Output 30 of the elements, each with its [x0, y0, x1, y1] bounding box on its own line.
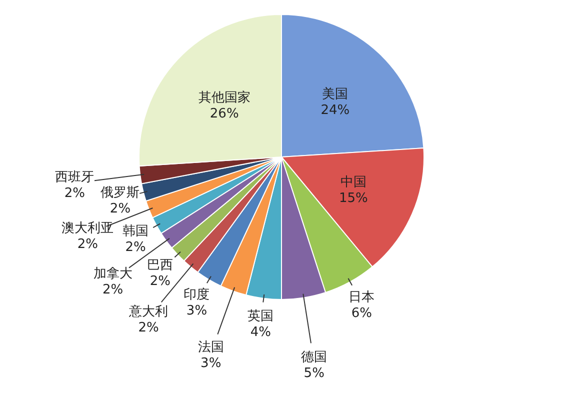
data-label: 3%: [186, 303, 208, 318]
data-label: 2%: [110, 201, 131, 216]
slice-label: 美国: [322, 86, 348, 102]
data-label: 3%: [200, 356, 222, 372]
slice-label: 英国: [248, 309, 274, 324]
data-label: 2%: [125, 240, 146, 256]
data-label: 4%: [250, 325, 271, 340]
slice-label: 其他国家: [198, 89, 250, 106]
slice-label: 日本: [348, 290, 375, 305]
slice-label: 巴西: [147, 258, 174, 273]
slice-label: 中国: [340, 175, 366, 190]
slice-label: 法国: [198, 340, 224, 356]
data-label: 2%: [150, 274, 170, 289]
slice-label: 印度: [184, 286, 210, 302]
slice-label: 俄罗斯: [100, 185, 140, 200]
data-label: 2%: [77, 236, 98, 252]
slice-label: 意大利: [128, 304, 168, 320]
slice-label: 德国: [301, 350, 328, 365]
data-label: 2%: [102, 282, 124, 298]
slice-label: 西班牙: [55, 170, 94, 186]
slice-label: 韩国: [122, 224, 149, 240]
data-label: 15%: [338, 191, 368, 206]
data-label: 2%: [138, 320, 159, 336]
data-label: 24%: [320, 102, 350, 118]
slice-label: 澳大利亚: [62, 220, 114, 236]
data-label: 2%: [64, 186, 85, 202]
data-label: 5%: [304, 366, 324, 381]
data-label: 6%: [351, 306, 372, 321]
slice-label: 加拿大: [93, 266, 132, 282]
data-label: 26%: [210, 106, 239, 122]
